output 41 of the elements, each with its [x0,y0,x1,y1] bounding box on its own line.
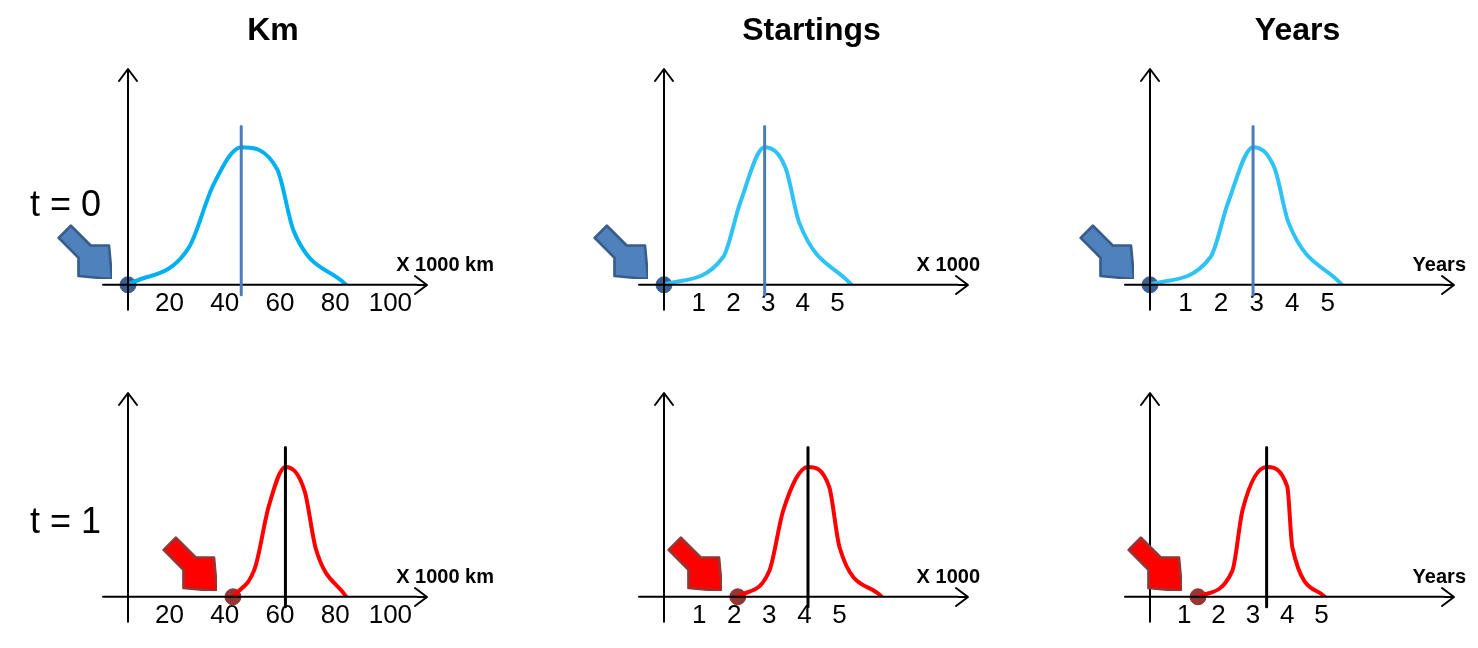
x-axis-title: X 1000 [916,564,980,587]
chart-title: Startings [742,11,881,48]
x-axis-title: Years [1412,252,1466,275]
x-tick-label: 100 [368,598,413,629]
x-tick-label: 40 [210,286,240,317]
x-tick-label: 2 [1211,598,1226,629]
x-axis-title: X 1000 km [396,252,494,275]
x-axis-title: Years [1412,564,1466,587]
x-tick-label: 1 [691,598,707,629]
x-tick-label: 3 [1249,286,1264,317]
x-tick-label: 60 [265,286,295,317]
chart-title: Km [247,11,299,48]
x-tick-label: 2 [1213,286,1229,317]
x-tick-label: 1 [1178,286,1193,317]
x-tick-label: 20 [154,286,184,317]
x-tick-label: 5 [832,598,847,629]
x-tick-label: 80 [320,598,350,629]
x-tick-label: 5 [1314,598,1329,629]
x-tick-label: 4 [797,598,812,629]
x-tick-label: 4 [795,286,811,317]
x-tick-label: 20 [154,598,184,629]
x-tick-label: 4 [1279,598,1295,629]
x-tick-label: 2 [727,598,742,629]
x-tick-label: 3 [760,286,776,317]
text: t = 1 [30,499,102,541]
x-axis-title: X 1000 [916,252,980,275]
chart-title: Years [1254,11,1341,48]
x-tick-label: 4 [1284,286,1300,317]
x-tick-label: 3 [762,598,777,629]
x-tick-label: 2 [726,286,741,317]
x-tick-label: 5 [830,286,845,317]
x-axis-title: X 1000 km [396,564,494,587]
x-tick-label: 3 [1245,598,1261,629]
x-tick-label: 5 [1320,286,1335,317]
x-tick-label: 100 [368,286,413,317]
x-tick-label: 40 [210,598,240,629]
x-tick-label: 1 [691,286,706,317]
text: t = 0 [30,183,102,225]
x-tick-label: 80 [320,286,350,317]
x-tick-label: 1 [1177,598,1192,629]
x-tick-label: 60 [265,598,295,629]
